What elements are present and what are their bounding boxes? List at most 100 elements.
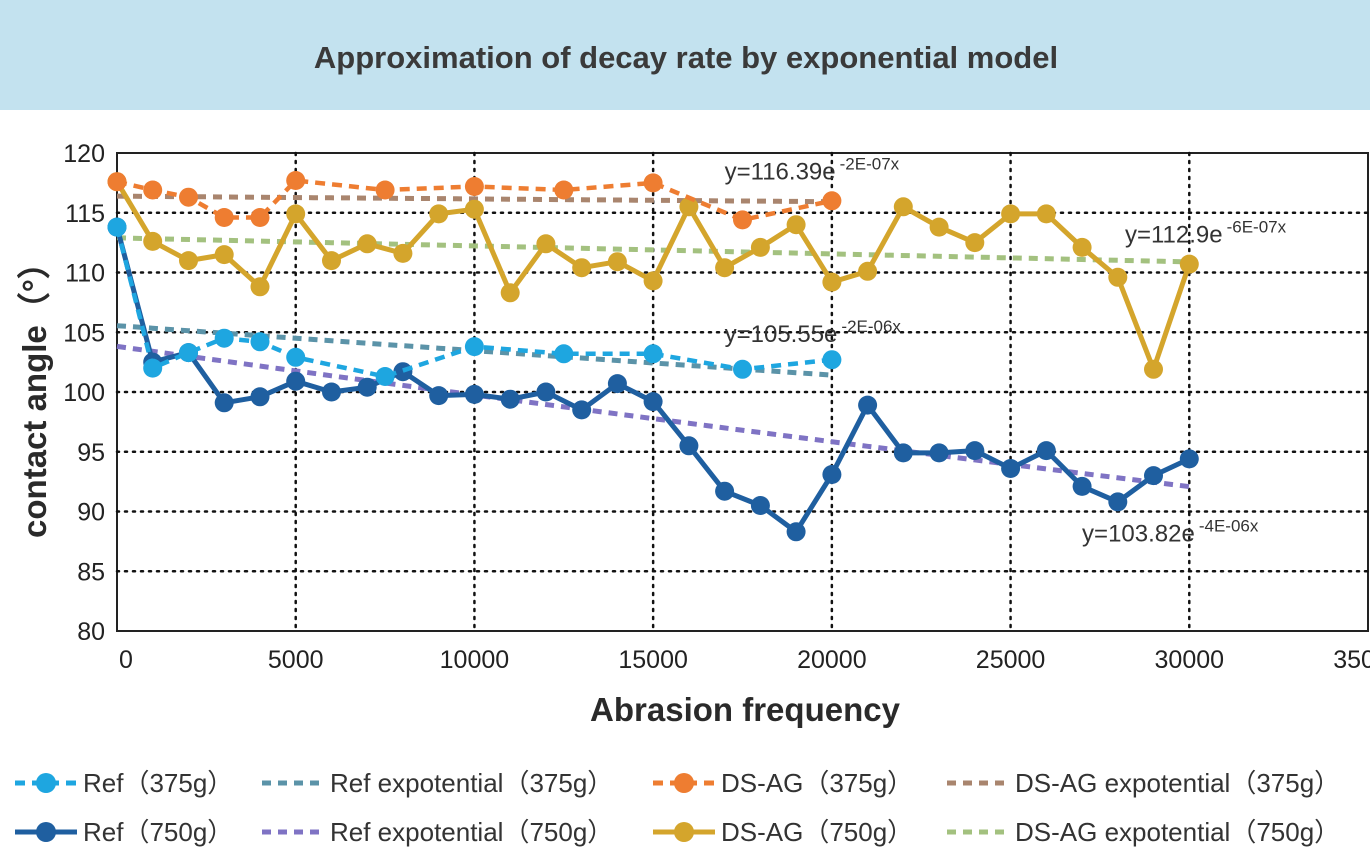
data-point bbox=[643, 344, 663, 364]
legend-label: Ref（375g） bbox=[83, 768, 233, 798]
x-tick-label: 30000 bbox=[1155, 646, 1225, 674]
legend-item: DS-AG expotential（750g） bbox=[947, 817, 1340, 847]
data-point bbox=[733, 210, 752, 230]
data-point bbox=[250, 387, 270, 407]
x-tick-label: 0 bbox=[119, 646, 133, 674]
data-point bbox=[286, 371, 306, 391]
data-point bbox=[1036, 204, 1056, 224]
x-tick-label: 35000 bbox=[1333, 646, 1370, 674]
data-point bbox=[1036, 441, 1056, 461]
data-point bbox=[572, 258, 592, 278]
fit-line bbox=[116, 235, 1190, 265]
series-line bbox=[116, 178, 833, 223]
data-point bbox=[1001, 204, 1021, 224]
data-point bbox=[286, 204, 306, 224]
data-point bbox=[107, 172, 127, 192]
series-3 bbox=[116, 193, 832, 205]
y-axis-label: contact angle（°） bbox=[16, 246, 53, 538]
legend-item: DS-AG expotential（375g） bbox=[947, 768, 1340, 798]
data-point bbox=[1108, 492, 1128, 512]
legend-label: Ref expotential（750g） bbox=[330, 817, 613, 847]
x-tick-label: 15000 bbox=[618, 646, 688, 674]
data-point bbox=[464, 337, 484, 357]
data-point bbox=[893, 443, 913, 463]
legend-marker bbox=[36, 773, 56, 793]
data-point bbox=[429, 204, 449, 224]
y-tick-label: 110 bbox=[65, 260, 105, 288]
legend-marker bbox=[674, 822, 694, 842]
data-point bbox=[250, 332, 270, 352]
data-point bbox=[1179, 254, 1199, 274]
title-banner bbox=[0, 0, 1370, 110]
data-point bbox=[715, 481, 735, 501]
legend: Ref（375g） Ref expotential（375g） DS-AG（375g… bbox=[15, 768, 1340, 847]
data-point bbox=[250, 208, 270, 227]
data-point bbox=[250, 277, 270, 297]
data-point bbox=[1179, 449, 1199, 469]
data-point bbox=[536, 234, 556, 254]
data-point bbox=[822, 350, 842, 370]
gridlines bbox=[115, 151, 1370, 633]
x-tick-label: 5000 bbox=[268, 646, 324, 674]
fit-line bbox=[116, 193, 832, 205]
data-point bbox=[750, 496, 770, 515]
data-point bbox=[858, 395, 878, 415]
legend-label: DS-AG（375g） bbox=[721, 768, 913, 798]
y-tick-label: 115 bbox=[65, 200, 105, 228]
y-tick-label: 105 bbox=[63, 319, 105, 347]
legend-marker bbox=[674, 773, 694, 793]
series-2 bbox=[107, 171, 842, 230]
equation-label: y=112.9e -6E-07x bbox=[1125, 218, 1287, 249]
data-point bbox=[1144, 466, 1163, 486]
data-point bbox=[179, 343, 198, 363]
data-point bbox=[554, 344, 574, 364]
series-0 bbox=[107, 217, 842, 386]
data-point bbox=[1001, 459, 1021, 478]
data-point bbox=[822, 465, 842, 484]
data-point bbox=[357, 234, 377, 254]
chart-title: Approximation of decay rate by exponenti… bbox=[314, 40, 1058, 75]
equation-label: y=103.82e -4E-06x bbox=[1082, 516, 1259, 547]
data-point bbox=[929, 217, 949, 237]
data-point bbox=[107, 217, 127, 237]
data-point bbox=[500, 283, 520, 303]
legend-marker bbox=[36, 822, 56, 842]
data-point bbox=[214, 208, 234, 227]
x-tick-label: 25000 bbox=[976, 646, 1046, 674]
data-point bbox=[286, 347, 306, 367]
data-point bbox=[965, 441, 985, 461]
data-point bbox=[536, 382, 556, 402]
legend-item: Ref expotential（375g） bbox=[262, 768, 613, 798]
legend-item: DS-AG（750g） bbox=[653, 817, 913, 847]
y-tick-label: 80 bbox=[77, 618, 105, 646]
series-7 bbox=[116, 235, 1190, 265]
data-point bbox=[822, 272, 842, 292]
legend-label: DS-AG expotential（750g） bbox=[1015, 817, 1340, 847]
data-point bbox=[750, 237, 770, 257]
data-point bbox=[786, 522, 806, 542]
x-axis-label: Abrasion frequency bbox=[590, 691, 901, 728]
data-point bbox=[822, 191, 842, 211]
equation-label: y=116.39e -2E-07x bbox=[725, 154, 900, 185]
data-point bbox=[393, 362, 413, 382]
y-tick-label: 100 bbox=[63, 379, 105, 407]
data-point bbox=[858, 261, 878, 281]
data-point bbox=[554, 180, 574, 200]
equation-annotations: y=116.39e -2E-07x y=112.9e -6E-07x y=105.55e… bbox=[725, 154, 1287, 547]
data-point bbox=[1072, 476, 1092, 496]
data-point bbox=[214, 393, 234, 413]
series-6 bbox=[107, 172, 1199, 379]
y-tick-label: 90 bbox=[77, 499, 105, 527]
equation-label: y=105.55e -2E-06x bbox=[725, 317, 902, 348]
legend-label: Ref expotential（375g） bbox=[330, 768, 613, 798]
legend-item: Ref expotential（750g） bbox=[262, 817, 613, 847]
x-tick-label: 10000 bbox=[440, 646, 510, 674]
data-point bbox=[322, 251, 341, 271]
data-point bbox=[214, 328, 234, 348]
data-point bbox=[143, 180, 163, 200]
data-point bbox=[733, 359, 752, 379]
data-point bbox=[893, 197, 913, 217]
legend-label: Ref（750g） bbox=[83, 817, 233, 847]
data-point bbox=[500, 389, 520, 409]
